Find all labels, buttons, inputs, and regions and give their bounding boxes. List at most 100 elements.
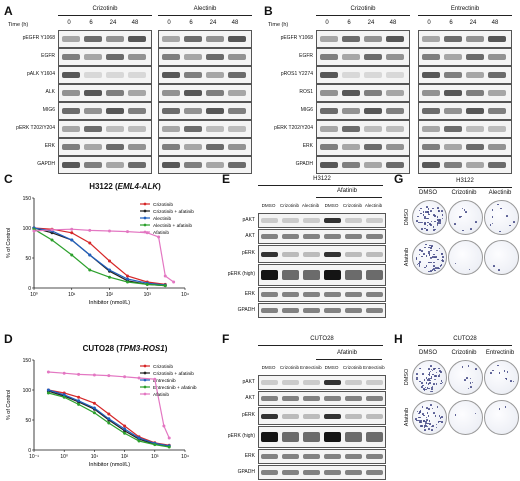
colony bbox=[427, 415, 430, 417]
colony bbox=[428, 250, 430, 253]
blot-band bbox=[106, 126, 124, 132]
colony bbox=[428, 407, 430, 410]
blot-band bbox=[128, 90, 146, 96]
colony bbox=[509, 224, 511, 227]
blot-band bbox=[162, 90, 180, 96]
blot-band bbox=[128, 108, 146, 114]
time-point: 24 bbox=[367, 20, 375, 26]
dish-row-label: Afatinib bbox=[404, 247, 410, 267]
blot-strip bbox=[418, 48, 512, 66]
colony bbox=[431, 429, 433, 431]
blot-band bbox=[184, 126, 202, 132]
blot-band bbox=[303, 251, 320, 257]
blot-band bbox=[303, 454, 320, 459]
legend-entry: Crizotinib bbox=[153, 202, 173, 208]
blot-band bbox=[184, 144, 202, 150]
blot-band bbox=[342, 72, 360, 78]
colony bbox=[428, 368, 430, 370]
legend-marker bbox=[143, 371, 147, 375]
colony bbox=[426, 205, 428, 208]
blot-band bbox=[206, 108, 224, 114]
blot-band bbox=[364, 144, 382, 150]
blot-band bbox=[206, 126, 224, 132]
blot-band bbox=[303, 432, 320, 442]
colony bbox=[489, 224, 492, 226]
data-point bbox=[137, 436, 141, 440]
blot-band bbox=[228, 108, 246, 114]
lane-label: Crizotinib bbox=[279, 365, 300, 370]
blot-band bbox=[320, 90, 338, 96]
colony bbox=[504, 406, 507, 408]
blot-band bbox=[422, 144, 440, 150]
blot-band bbox=[364, 108, 382, 114]
colony bbox=[474, 412, 477, 415]
blot-band bbox=[228, 126, 246, 132]
colony bbox=[423, 424, 426, 427]
colony bbox=[461, 207, 464, 210]
data-point bbox=[167, 445, 171, 449]
blot-band bbox=[282, 218, 299, 223]
colony bbox=[434, 256, 436, 259]
blot-band bbox=[184, 108, 202, 114]
legend-marker bbox=[143, 378, 147, 382]
time-point: 48 bbox=[389, 20, 397, 26]
colony bbox=[426, 387, 429, 389]
blot-band bbox=[282, 396, 299, 401]
colony bbox=[420, 250, 423, 253]
y-tick-label: 100 bbox=[23, 388, 32, 394]
colony bbox=[440, 259, 443, 262]
blot-band bbox=[422, 36, 440, 42]
colony bbox=[433, 383, 435, 386]
blot-row-label: pROS1 Y2274 bbox=[280, 71, 313, 77]
blot-band bbox=[261, 234, 278, 239]
colony bbox=[434, 228, 436, 231]
blot-strip bbox=[58, 120, 152, 138]
data-point bbox=[126, 280, 130, 284]
blot-band bbox=[345, 432, 362, 442]
data-point bbox=[46, 391, 50, 395]
colony bbox=[423, 388, 425, 390]
colony bbox=[418, 221, 421, 224]
colony bbox=[424, 217, 426, 220]
x-tick-label: 10⁻¹ bbox=[29, 454, 39, 460]
colony-dish bbox=[448, 240, 483, 275]
time-point: 24 bbox=[109, 20, 117, 26]
colony bbox=[439, 417, 442, 419]
colony bbox=[430, 220, 433, 223]
cell-line-g: H3122 bbox=[456, 178, 474, 184]
blot-band bbox=[184, 90, 202, 96]
colony bbox=[436, 405, 439, 408]
colony bbox=[428, 387, 430, 390]
colony bbox=[474, 367, 477, 370]
colony bbox=[420, 207, 422, 210]
blot-band bbox=[466, 54, 484, 60]
blot-band bbox=[345, 218, 362, 223]
blot-band bbox=[106, 90, 124, 96]
dish-column-label: Entrectinib bbox=[485, 350, 515, 356]
blot-row-label: pERK bbox=[241, 412, 255, 418]
colony bbox=[434, 220, 436, 223]
cell-line-h: CUTO28 bbox=[453, 336, 477, 342]
legend-marker bbox=[143, 216, 147, 220]
colony bbox=[465, 210, 467, 213]
blot-band bbox=[128, 162, 146, 168]
blot-strip bbox=[258, 407, 386, 425]
blot-strip bbox=[316, 120, 410, 138]
blot-band bbox=[324, 292, 341, 297]
data-point bbox=[62, 371, 66, 375]
time-point: 0 bbox=[325, 20, 329, 26]
colony bbox=[434, 414, 437, 417]
data-point bbox=[62, 395, 66, 399]
colony bbox=[499, 230, 502, 233]
blot-row-label: pAKT bbox=[242, 216, 255, 223]
blot-band bbox=[282, 308, 299, 313]
colony bbox=[423, 414, 426, 417]
blot-band bbox=[422, 126, 440, 132]
legend-entry: Entrectinib + afatinib bbox=[153, 385, 197, 391]
blot-strip bbox=[158, 48, 252, 66]
blot-band bbox=[184, 54, 202, 60]
blot-band bbox=[261, 251, 278, 257]
blot-band bbox=[386, 54, 404, 60]
colony bbox=[467, 365, 470, 367]
colony bbox=[423, 266, 426, 269]
